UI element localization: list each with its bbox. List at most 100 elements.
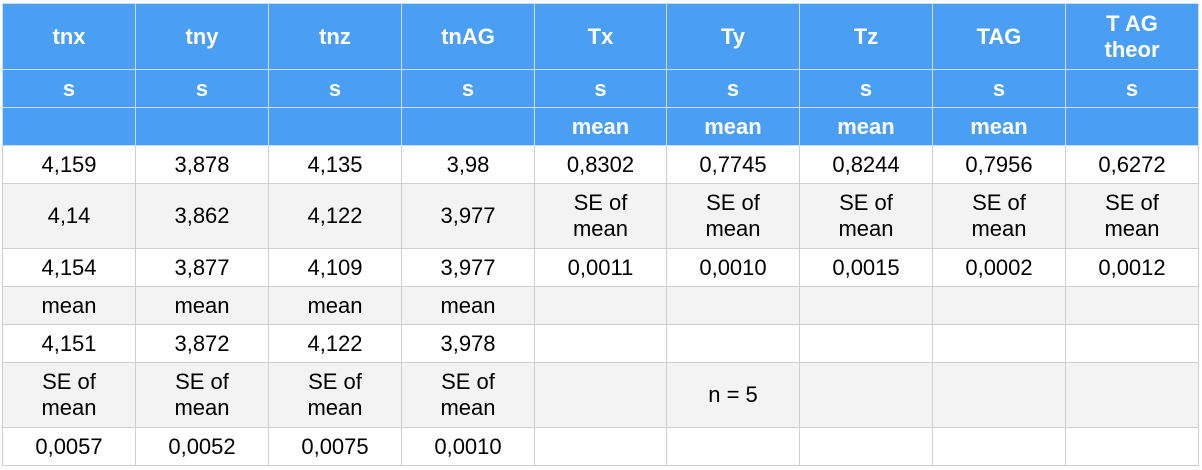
table-cell: 0,0075	[268, 427, 402, 466]
header-cell-text: mean	[837, 113, 895, 139]
table-cell: SE of mean	[2, 362, 136, 428]
table-cell	[1065, 362, 1199, 428]
cell-value: SE of mean	[705, 190, 761, 241]
table-row: SE of mean SE of mean SE of mean SE of mean…	[2, 362, 1199, 428]
table-cell: 3,977	[401, 183, 535, 249]
header-cell: T AG theor	[1065, 3, 1199, 70]
cell-value: 0,7956	[965, 151, 1033, 177]
table-cell: 0,0002	[932, 248, 1066, 287]
header-cell	[268, 107, 402, 146]
table-cell: SE of mean	[135, 362, 269, 428]
header-cell: Tx	[534, 3, 667, 70]
header-cell	[2, 107, 136, 146]
cell-value: 0,0002	[965, 254, 1033, 280]
cell-value: 0,0052	[168, 433, 236, 459]
cell-value: SE of mean	[838, 190, 894, 241]
table-cell	[799, 324, 933, 363]
header-cell-text: mean	[571, 113, 630, 139]
header-cell: tnAG	[401, 3, 535, 70]
table-cell	[932, 286, 1066, 325]
table-cell: 4,159	[2, 145, 136, 184]
table-cell: 4,135	[268, 145, 402, 184]
table-row: mean mean mean mean	[2, 286, 1199, 325]
cell-value: SE of mean	[440, 369, 496, 420]
cell-value: 4,14	[47, 203, 91, 228]
header-cell-text: tnx	[52, 23, 86, 49]
header-cell: mean	[932, 107, 1066, 146]
table-cell: 3,978	[401, 324, 535, 363]
cell-value: 0,0010	[434, 433, 502, 459]
header-cell	[401, 107, 535, 146]
header-cell: s	[799, 69, 933, 108]
table-cell: 3,977	[401, 248, 535, 287]
cell-value: 0,0057	[35, 433, 103, 459]
cell-value: 3,872	[174, 330, 230, 356]
table-cell: 3,878	[135, 145, 269, 184]
table-cell	[534, 362, 667, 428]
table-cell: 4,122	[268, 183, 402, 249]
cell-value: 3,978	[440, 330, 496, 356]
cell-value: 3,977	[440, 254, 496, 280]
table-cell	[666, 324, 800, 363]
cell-value: 3,977	[440, 203, 496, 228]
header-cell-text: s	[859, 75, 873, 101]
cell-value: SE of mean	[1104, 190, 1160, 241]
header-cell-text: s	[1125, 75, 1139, 101]
cell-value: 4,159	[41, 151, 97, 177]
cell-value: 0,0075	[301, 433, 369, 459]
data-table: tnx tny tnz tnAG Tx Ty Tz TAG T AG theor s s s s s s s s…	[2, 3, 1199, 466]
table-cell	[932, 427, 1066, 466]
table-cell: SE of mean	[932, 183, 1066, 249]
table-cell: SE of mean	[799, 183, 933, 249]
header-cell-text: mean	[704, 113, 762, 139]
cell-value: 4,135	[307, 151, 363, 177]
cell-value: SE of mean	[307, 369, 363, 420]
cell-value: 3,98	[446, 151, 490, 177]
table-cell: mean	[2, 286, 136, 325]
table-cell: SE of mean	[534, 183, 667, 249]
cell-value: 0,8244	[832, 151, 900, 177]
cell-value: 0,8302	[566, 151, 635, 177]
statistic-row: mean mean mean mean	[2, 107, 1199, 146]
header-cell-text: T AG theor	[1104, 10, 1160, 62]
header-cell-text: Tz	[853, 23, 879, 49]
table-cell: 0,0010	[401, 427, 535, 466]
header-cell: s	[666, 69, 800, 108]
table-cell: 0,8302	[534, 145, 667, 184]
table-cell: 3,862	[135, 183, 269, 249]
header-cell-text: tny	[185, 23, 219, 49]
table-row: 0,0057 0,0052 0,0075 0,0010	[2, 427, 1199, 466]
header-cell: tnz	[268, 3, 402, 70]
table-cell: 4,151	[2, 324, 136, 363]
header-cell: s	[401, 69, 535, 108]
table-cell: SE of mean	[401, 362, 535, 428]
header-cell: mean	[799, 107, 933, 146]
table-cell	[1065, 427, 1199, 466]
header-cell: TAG	[932, 3, 1066, 70]
table-cell	[799, 427, 933, 466]
header-cell: Ty	[666, 3, 800, 70]
header-cell: Tz	[799, 3, 933, 70]
table-cell: 0,0015	[799, 248, 933, 287]
table-cell: 0,0052	[135, 427, 269, 466]
cell-value: 0,0012	[1098, 254, 1166, 280]
header-cell: s	[268, 69, 402, 108]
cell-value: 0,0015	[832, 254, 900, 280]
cell-value: 0,7745	[699, 151, 767, 177]
table-cell: 4,122	[268, 324, 402, 363]
table-cell: 0,8244	[799, 145, 933, 184]
header-cell-text: tnz	[319, 23, 351, 49]
cell-value: 4,109	[307, 254, 363, 280]
cell-value: 4,154	[41, 254, 97, 280]
header-cell-text: Ty	[720, 23, 746, 49]
table-cell: SE of mean	[666, 183, 800, 249]
header-cell-text: TAG	[976, 23, 1022, 49]
table-cell: 3,872	[135, 324, 269, 363]
table-cell: mean	[268, 286, 402, 325]
header-cell-text: s	[328, 75, 342, 101]
table-row: 4,159 3,878 4,135 3,98 0,8302 0,7745 0,8244 0,7…	[2, 145, 1199, 184]
cell-value: SE of mean	[971, 190, 1027, 241]
table-cell: 4,154	[2, 248, 136, 287]
table-cell	[534, 427, 667, 466]
table-cell: 4,109	[268, 248, 402, 287]
